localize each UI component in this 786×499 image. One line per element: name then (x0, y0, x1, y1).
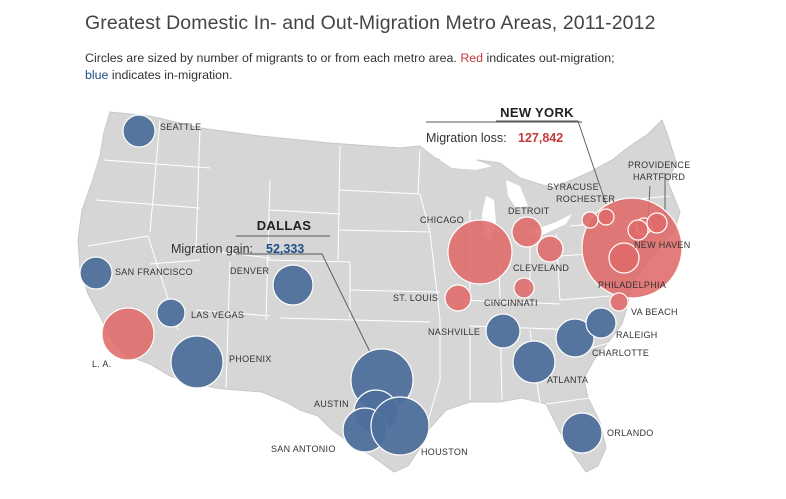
label-philadelphia: PHILADELPHIA (598, 280, 666, 290)
lake-superior (440, 158, 492, 170)
callout-dallas-value: 52,333 (266, 242, 304, 256)
callouts: DALLAS Migration gain: 52,333 NEW YORK Migra… (171, 105, 582, 256)
bubble-san-francisco[interactable] (79, 256, 113, 290)
bubble-new-haven[interactable] (627, 219, 649, 241)
label-providence: PROVIDENCE (628, 160, 691, 170)
bubble-va-beach[interactable] (609, 292, 629, 312)
label-cleveland: CLEVELAND (513, 263, 569, 273)
bubble-houston[interactable] (370, 396, 430, 456)
label-san-antonio: SAN ANTONIO (271, 444, 336, 454)
label-houston: HOUSTON (421, 447, 468, 457)
bubble-cincinnati[interactable] (513, 277, 535, 299)
label-syracuse: SYRACUSE (547, 182, 599, 192)
callout-leader-lines (236, 120, 666, 357)
callout-new-york-label: Migration loss: (426, 131, 507, 145)
migration-bubbles (79, 114, 683, 456)
callout-new-york-value: 127,842 (518, 131, 563, 145)
subtitle-text-2: indicates out-migration; (483, 51, 615, 65)
label-nashville: NASHVILLE (428, 327, 480, 337)
bubble-detroit[interactable] (511, 216, 543, 248)
bubble-rochester[interactable] (581, 211, 599, 229)
bubble-syracuse[interactable] (597, 208, 615, 226)
label-seattle: SEATTLE (160, 122, 201, 132)
label-atlanta: ATLANTA (547, 375, 588, 385)
subtitle-text-3: indicates in-migration. (108, 68, 233, 82)
label-austin: AUSTIN (314, 399, 349, 409)
bubble-denver[interactable] (272, 264, 314, 306)
bubble-cleveland[interactable] (536, 235, 564, 263)
label-cincinnati: CINCINNATI (484, 298, 538, 308)
callout-new-york-name: NEW YORK (500, 105, 574, 120)
callout-dallas-label: Migration gain: (171, 242, 253, 256)
label-denver: DENVER (230, 266, 270, 276)
label-new-haven: NEW HAVEN (634, 240, 691, 250)
label-hartford: HARTFORD (633, 172, 685, 182)
label-chicago: CHICAGO (420, 215, 464, 225)
subtitle-blue-word: blue (85, 68, 109, 82)
state-borders (87, 119, 671, 449)
bubble-philadelphia[interactable] (608, 242, 640, 274)
city-labels: SEATTLE SAN FRANCISCO L. A. LAS VEGAS PHOENI… (92, 122, 691, 457)
lake-huron (506, 180, 528, 208)
label-l-a: L. A. (92, 359, 112, 369)
leader-line-dallas (236, 253, 373, 357)
label-orlando: ORLANDO (607, 428, 654, 438)
bubble-raleigh[interactable] (585, 307, 617, 339)
label-detroit: DETROIT (508, 206, 550, 216)
bubble-st-louis[interactable] (444, 284, 472, 312)
map-subtitle: Circles are sized by number of migrants … (85, 50, 725, 84)
subtitle-red-word: Red (460, 51, 484, 65)
bubble-phoenix[interactable] (170, 335, 224, 389)
map-title: Greatest Domestic In- and Out-Migration … (85, 12, 656, 34)
bubble-nashville[interactable] (485, 313, 521, 349)
bubble-providence[interactable] (646, 212, 668, 234)
subtitle-text-1: Circles are sized by number of migrants … (85, 51, 461, 65)
bubble-las-vegas[interactable] (156, 298, 186, 328)
label-va-beach: VA BEACH (631, 307, 678, 317)
bubble-orlando[interactable] (561, 412, 603, 454)
label-raleigh: RALEIGH (616, 330, 658, 340)
label-st-louis: ST. LOUIS (393, 293, 438, 303)
label-charlotte: CHARLOTTE (592, 348, 649, 358)
bubble-seattle[interactable] (122, 114, 156, 148)
bubble-l-a[interactable] (101, 307, 155, 361)
callout-dallas-name: DALLAS (257, 218, 312, 233)
bubble-atlanta[interactable] (512, 340, 556, 384)
label-rochester: ROCHESTER (556, 194, 615, 204)
label-phoenix: PHOENIX (229, 354, 272, 364)
label-las-vegas: LAS VEGAS (191, 310, 244, 320)
label-san-francisco: SAN FRANCISCO (115, 267, 193, 277)
bubble-charlotte[interactable] (555, 318, 595, 358)
leader-line-new-york (496, 120, 607, 205)
bubble-chicago[interactable] (447, 219, 513, 285)
